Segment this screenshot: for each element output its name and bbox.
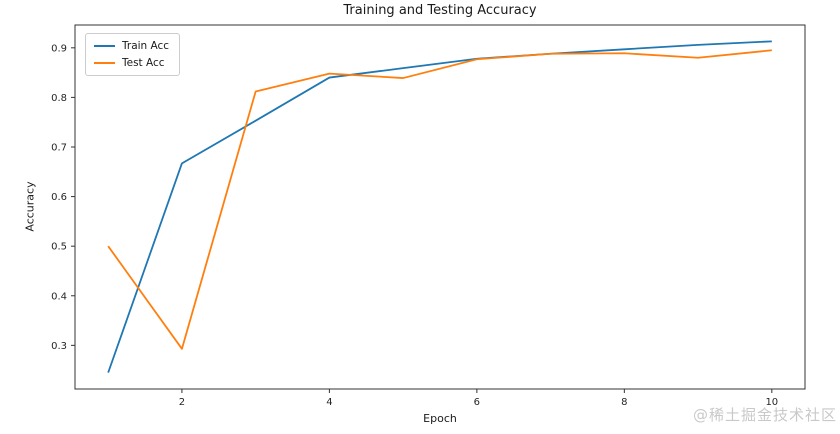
test-acc-line bbox=[107, 49, 772, 350]
legend-item-train: Train Acc bbox=[94, 40, 169, 52]
x-axis-label: Epoch bbox=[423, 412, 457, 425]
y-tick-label: 0.7 bbox=[51, 142, 67, 153]
train-acc-line bbox=[107, 40, 772, 373]
x-tick-label: 4 bbox=[326, 397, 332, 408]
y-tick-label: 0.4 bbox=[51, 291, 67, 302]
axes-spines bbox=[74, 24, 806, 390]
legend-label-test: Test Acc bbox=[122, 57, 165, 69]
legend-label-train: Train Acc bbox=[122, 40, 170, 52]
y-tick-label: 0.9 bbox=[51, 43, 67, 54]
test-line-swatch bbox=[94, 62, 115, 64]
chart-title: Training and Testing Accuracy bbox=[343, 3, 537, 18]
y-tick-label: 0.8 bbox=[51, 93, 67, 104]
legend: Train Acc Test Acc bbox=[85, 33, 181, 76]
legend-item-test: Test Acc bbox=[94, 57, 169, 69]
x-tick-label: 2 bbox=[179, 397, 185, 408]
y-tick-label: 0.3 bbox=[51, 341, 67, 352]
x-tick-label: 6 bbox=[474, 397, 480, 408]
x-tick-label: 10 bbox=[765, 397, 778, 408]
x-tick-label: 8 bbox=[621, 397, 627, 408]
y-axis-label: Accuracy bbox=[23, 181, 37, 232]
y-tick-label: 0.6 bbox=[51, 192, 67, 203]
train-line-swatch bbox=[94, 45, 115, 47]
y-tick-label: 0.5 bbox=[51, 242, 67, 253]
